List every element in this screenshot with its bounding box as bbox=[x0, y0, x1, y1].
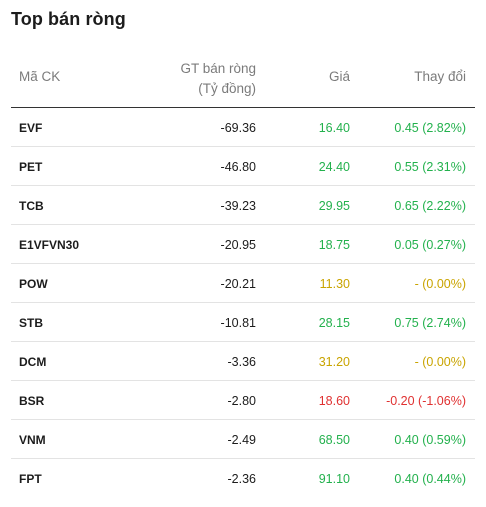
price: 16.40 bbox=[318, 121, 350, 135]
price: 28.15 bbox=[318, 316, 350, 330]
price-change: 0.55 (2.31%) bbox=[394, 160, 466, 174]
table-header: Mã CK GT bán ròng (Tỷ đồng) Giá Thay đổi bbox=[11, 50, 475, 108]
price: 68.50 bbox=[318, 433, 350, 447]
table-row[interactable]: TCB -39.23 29.95 0.65 (2.22%) bbox=[11, 186, 475, 225]
stock-code[interactable]: E1VFVN30 bbox=[19, 238, 80, 252]
net-sell-value: -20.95 bbox=[220, 238, 256, 252]
net-sell-value: -46.80 bbox=[220, 160, 256, 174]
stock-code[interactable]: VNM bbox=[19, 433, 46, 447]
table-row[interactable]: FPT -2.36 91.10 0.40 (0.44%) bbox=[11, 459, 475, 498]
header-change: Thay đổi bbox=[414, 69, 466, 84]
price: 18.75 bbox=[318, 238, 350, 252]
net-sell-value: -69.36 bbox=[220, 121, 256, 135]
price: 18.60 bbox=[318, 394, 350, 408]
table-row[interactable]: E1VFVN30 -20.95 18.75 0.05 (0.27%) bbox=[11, 225, 475, 264]
price-change: 0.40 (0.44%) bbox=[394, 472, 466, 486]
price: 29.95 bbox=[318, 199, 350, 213]
stock-code[interactable]: PET bbox=[19, 160, 43, 174]
price: 24.40 bbox=[318, 160, 350, 174]
table-row[interactable]: VNM -2.49 68.50 0.40 (0.59%) bbox=[11, 420, 475, 459]
net-sell-value: -10.81 bbox=[220, 316, 256, 330]
stock-code[interactable]: DCM bbox=[19, 355, 47, 369]
header-code: Mã CK bbox=[19, 69, 61, 84]
stock-code[interactable]: EVF bbox=[19, 121, 43, 135]
net-sell-value: -39.23 bbox=[220, 199, 256, 213]
table-row[interactable]: DCM -3.36 31.20 - (0.00%) bbox=[11, 342, 475, 381]
stock-code[interactable]: POW bbox=[19, 277, 48, 291]
table-row[interactable]: STB -10.81 28.15 0.75 (2.74%) bbox=[11, 303, 475, 342]
header-net-sell-value-line1: GT bán ròng bbox=[180, 61, 256, 76]
price-change: 0.05 (0.27%) bbox=[394, 238, 466, 252]
table-row[interactable]: EVF -69.36 16.40 0.45 (2.82%) bbox=[11, 108, 475, 147]
stock-code[interactable]: BSR bbox=[19, 394, 45, 408]
price-change: 0.45 (2.82%) bbox=[394, 121, 466, 135]
price-change: - (0.00%) bbox=[414, 355, 466, 369]
stock-code[interactable]: STB bbox=[19, 316, 43, 330]
price-change: 0.65 (2.22%) bbox=[394, 199, 466, 213]
net-sell-value: -2.80 bbox=[227, 394, 257, 408]
header-price: Giá bbox=[328, 69, 350, 84]
price: 91.10 bbox=[318, 472, 350, 486]
net-sell-value: -3.36 bbox=[227, 355, 257, 369]
stock-code[interactable]: FPT bbox=[19, 472, 42, 486]
price: 31.20 bbox=[318, 355, 350, 369]
price-change: 0.40 (0.59%) bbox=[394, 433, 466, 447]
price: 11.30 bbox=[319, 277, 350, 291]
price-change: - (0.00%) bbox=[414, 277, 466, 291]
price-change: -0.20 (-1.06%) bbox=[386, 394, 466, 408]
widget-title: Top bán ròng bbox=[11, 9, 126, 29]
header-net-sell-value-line2: (Tỷ đồng) bbox=[198, 81, 256, 96]
table-body: EVF -69.36 16.40 0.45 (2.82%) PET -46.80 24.40… bbox=[11, 108, 475, 498]
net-sell-value: -20.21 bbox=[220, 277, 256, 291]
net-sell-table: Mã CK GT bán ròng (Tỷ đồng) Giá Thay đổi… bbox=[11, 50, 475, 498]
table-row[interactable]: POW -20.21 11.30 - (0.00%) bbox=[11, 264, 475, 303]
table-row[interactable]: PET -46.80 24.40 0.55 (2.31%) bbox=[11, 147, 475, 186]
table-row[interactable]: BSR -2.80 18.60 -0.20 (-1.06%) bbox=[11, 381, 475, 420]
header-net-sell-value: GT bán ròng (Tỷ đồng) bbox=[180, 59, 256, 99]
price-change: 0.75 (2.74%) bbox=[394, 316, 466, 330]
net-sell-value: -2.36 bbox=[227, 472, 257, 486]
stock-code[interactable]: TCB bbox=[19, 199, 44, 213]
net-sell-value: -2.49 bbox=[227, 433, 257, 447]
